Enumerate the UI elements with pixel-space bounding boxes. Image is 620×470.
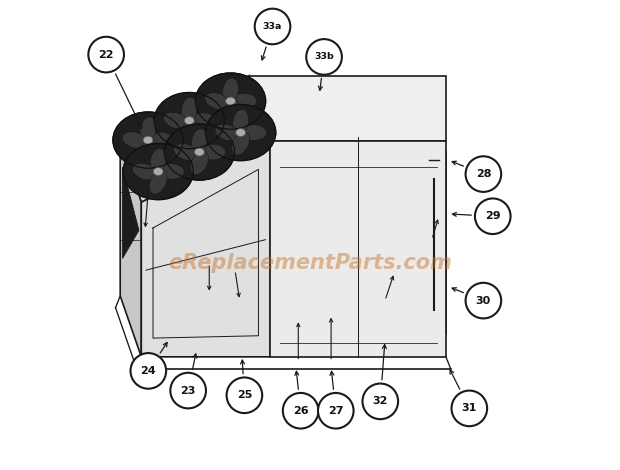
Text: 32: 32 [373, 396, 388, 407]
Ellipse shape [195, 148, 205, 156]
Circle shape [170, 373, 206, 408]
Text: 33b: 33b [314, 53, 334, 62]
Ellipse shape [139, 139, 157, 163]
Ellipse shape [192, 129, 207, 154]
Ellipse shape [180, 119, 198, 143]
Ellipse shape [122, 132, 147, 149]
Ellipse shape [221, 100, 239, 124]
Ellipse shape [164, 112, 188, 129]
Text: 23: 23 [180, 385, 196, 396]
Text: 22: 22 [99, 49, 114, 60]
Text: 26: 26 [293, 406, 308, 416]
Ellipse shape [123, 143, 193, 200]
Ellipse shape [143, 136, 153, 144]
Ellipse shape [236, 129, 246, 136]
Ellipse shape [149, 171, 167, 194]
Ellipse shape [205, 93, 229, 110]
Ellipse shape [164, 124, 234, 180]
Ellipse shape [150, 149, 166, 173]
Ellipse shape [113, 112, 183, 168]
Ellipse shape [232, 110, 249, 134]
Circle shape [318, 393, 353, 429]
Circle shape [283, 393, 319, 429]
Text: 28: 28 [476, 169, 491, 179]
Ellipse shape [231, 94, 257, 109]
Ellipse shape [149, 133, 174, 148]
Circle shape [475, 198, 510, 234]
Ellipse shape [153, 168, 163, 175]
Ellipse shape [205, 104, 276, 161]
Ellipse shape [223, 78, 239, 103]
Circle shape [88, 37, 124, 72]
Ellipse shape [232, 132, 250, 155]
Ellipse shape [195, 73, 265, 129]
Ellipse shape [159, 164, 184, 179]
Circle shape [131, 353, 166, 389]
Polygon shape [120, 76, 270, 202]
Polygon shape [270, 141, 446, 357]
Ellipse shape [133, 163, 157, 180]
Ellipse shape [190, 113, 215, 128]
Circle shape [363, 384, 398, 419]
Polygon shape [249, 76, 446, 141]
Ellipse shape [200, 144, 226, 160]
Text: 31: 31 [462, 403, 477, 414]
Text: 30: 30 [476, 296, 491, 306]
Ellipse shape [241, 125, 267, 140]
Text: 24: 24 [141, 366, 156, 376]
Circle shape [255, 8, 290, 44]
Circle shape [466, 283, 501, 318]
Ellipse shape [182, 97, 197, 123]
Ellipse shape [140, 117, 156, 142]
Text: 27: 27 [328, 406, 343, 416]
Circle shape [306, 39, 342, 75]
Circle shape [466, 156, 501, 192]
Circle shape [226, 377, 262, 413]
Polygon shape [123, 167, 139, 258]
Ellipse shape [190, 151, 208, 174]
Ellipse shape [226, 97, 236, 105]
Text: 33a: 33a [263, 22, 282, 31]
Text: eReplacementParts.com: eReplacementParts.com [168, 253, 452, 273]
Polygon shape [120, 137, 141, 357]
Polygon shape [141, 141, 270, 357]
Ellipse shape [154, 93, 224, 149]
Ellipse shape [215, 124, 239, 141]
Ellipse shape [184, 117, 194, 125]
Text: 25: 25 [237, 390, 252, 400]
Circle shape [451, 391, 487, 426]
Ellipse shape [174, 144, 198, 160]
Text: 29: 29 [485, 211, 500, 221]
